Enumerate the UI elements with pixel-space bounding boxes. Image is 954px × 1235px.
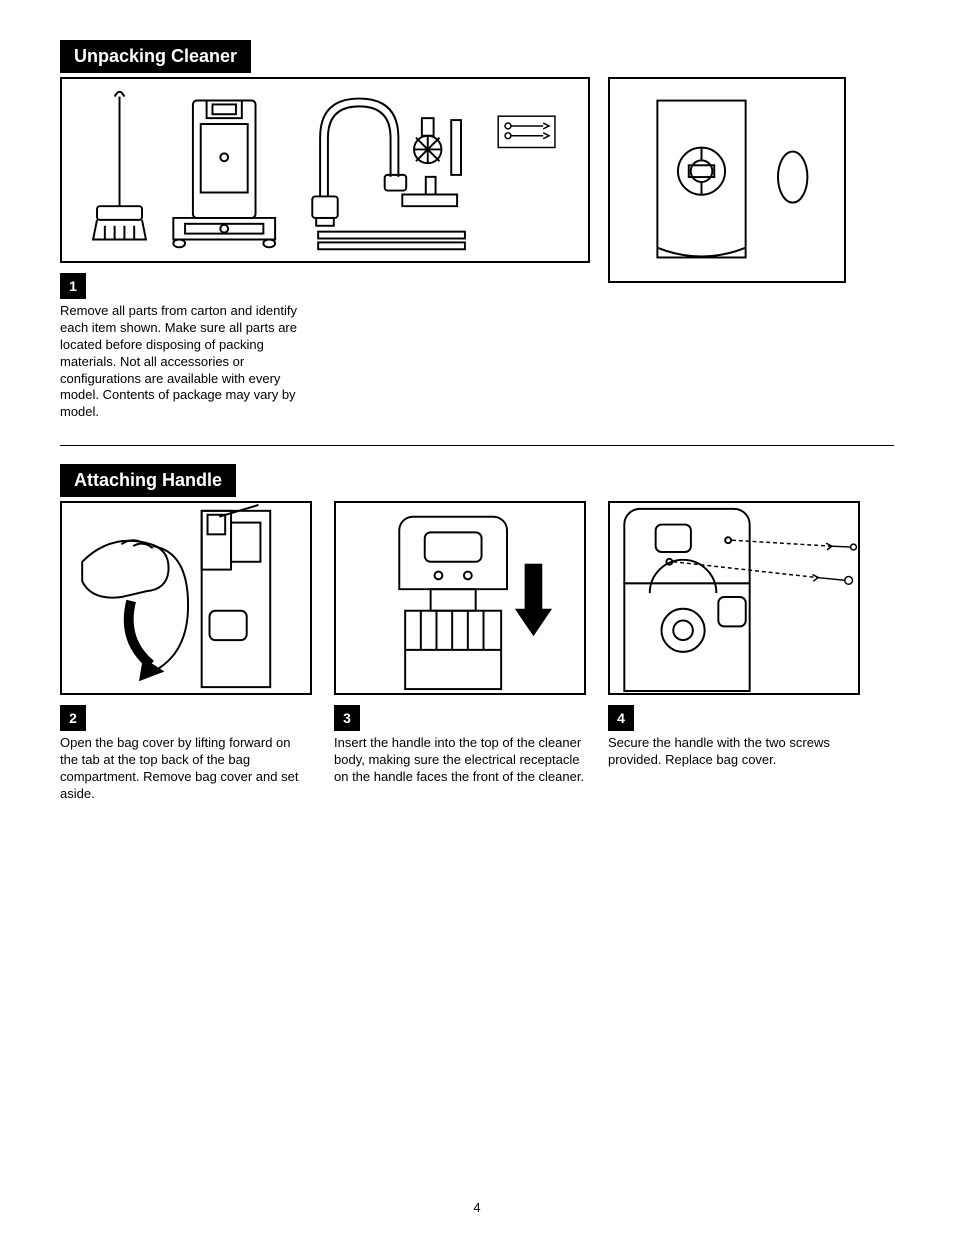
step-3-text: Insert the handle into the top of the cl… xyxy=(334,735,586,786)
bag-belt-panel xyxy=(608,77,846,283)
step-4-text: Secure the handle with the two screws pr… xyxy=(608,735,860,769)
section-title-unpacking: Unpacking Cleaner xyxy=(60,40,251,73)
step-4-panel xyxy=(608,501,860,695)
section-title-handle: Attaching Handle xyxy=(60,464,236,497)
step-4-number: 4 xyxy=(608,705,634,731)
section-divider xyxy=(60,445,894,446)
step-4-col: 4 Secure the handle with the two screws … xyxy=(608,501,860,803)
step-3-panel xyxy=(334,501,586,695)
step2-illustration xyxy=(62,503,310,693)
step4-illustration xyxy=(610,503,858,693)
page-number: 4 xyxy=(473,1200,480,1215)
step-1-text: Remove all parts from carton and identif… xyxy=(60,303,312,421)
attach-handle-row: 2 Open the bag cover by lifting forward … xyxy=(60,501,894,803)
step-2-number: 2 xyxy=(60,705,86,731)
step-3-number: 3 xyxy=(334,705,360,731)
step-3-col: 3 Insert the handle into the top of the … xyxy=(334,501,586,803)
unpacking-contents-panel xyxy=(60,77,590,263)
step3-illustration xyxy=(336,503,584,693)
bag-belt-illustration xyxy=(610,79,844,281)
step-2-text: Open the bag cover by lifting forward on… xyxy=(60,735,312,803)
step-1-number: 1 xyxy=(60,273,86,299)
unpacking-row: 1 Remove all parts from carton and ident… xyxy=(60,77,894,421)
contents-illustration xyxy=(62,79,588,261)
unpacking-main-col: 1 Remove all parts from carton and ident… xyxy=(60,77,590,421)
step-2-col: 2 Open the bag cover by lifting forward … xyxy=(60,501,312,803)
step-2-panel xyxy=(60,501,312,695)
